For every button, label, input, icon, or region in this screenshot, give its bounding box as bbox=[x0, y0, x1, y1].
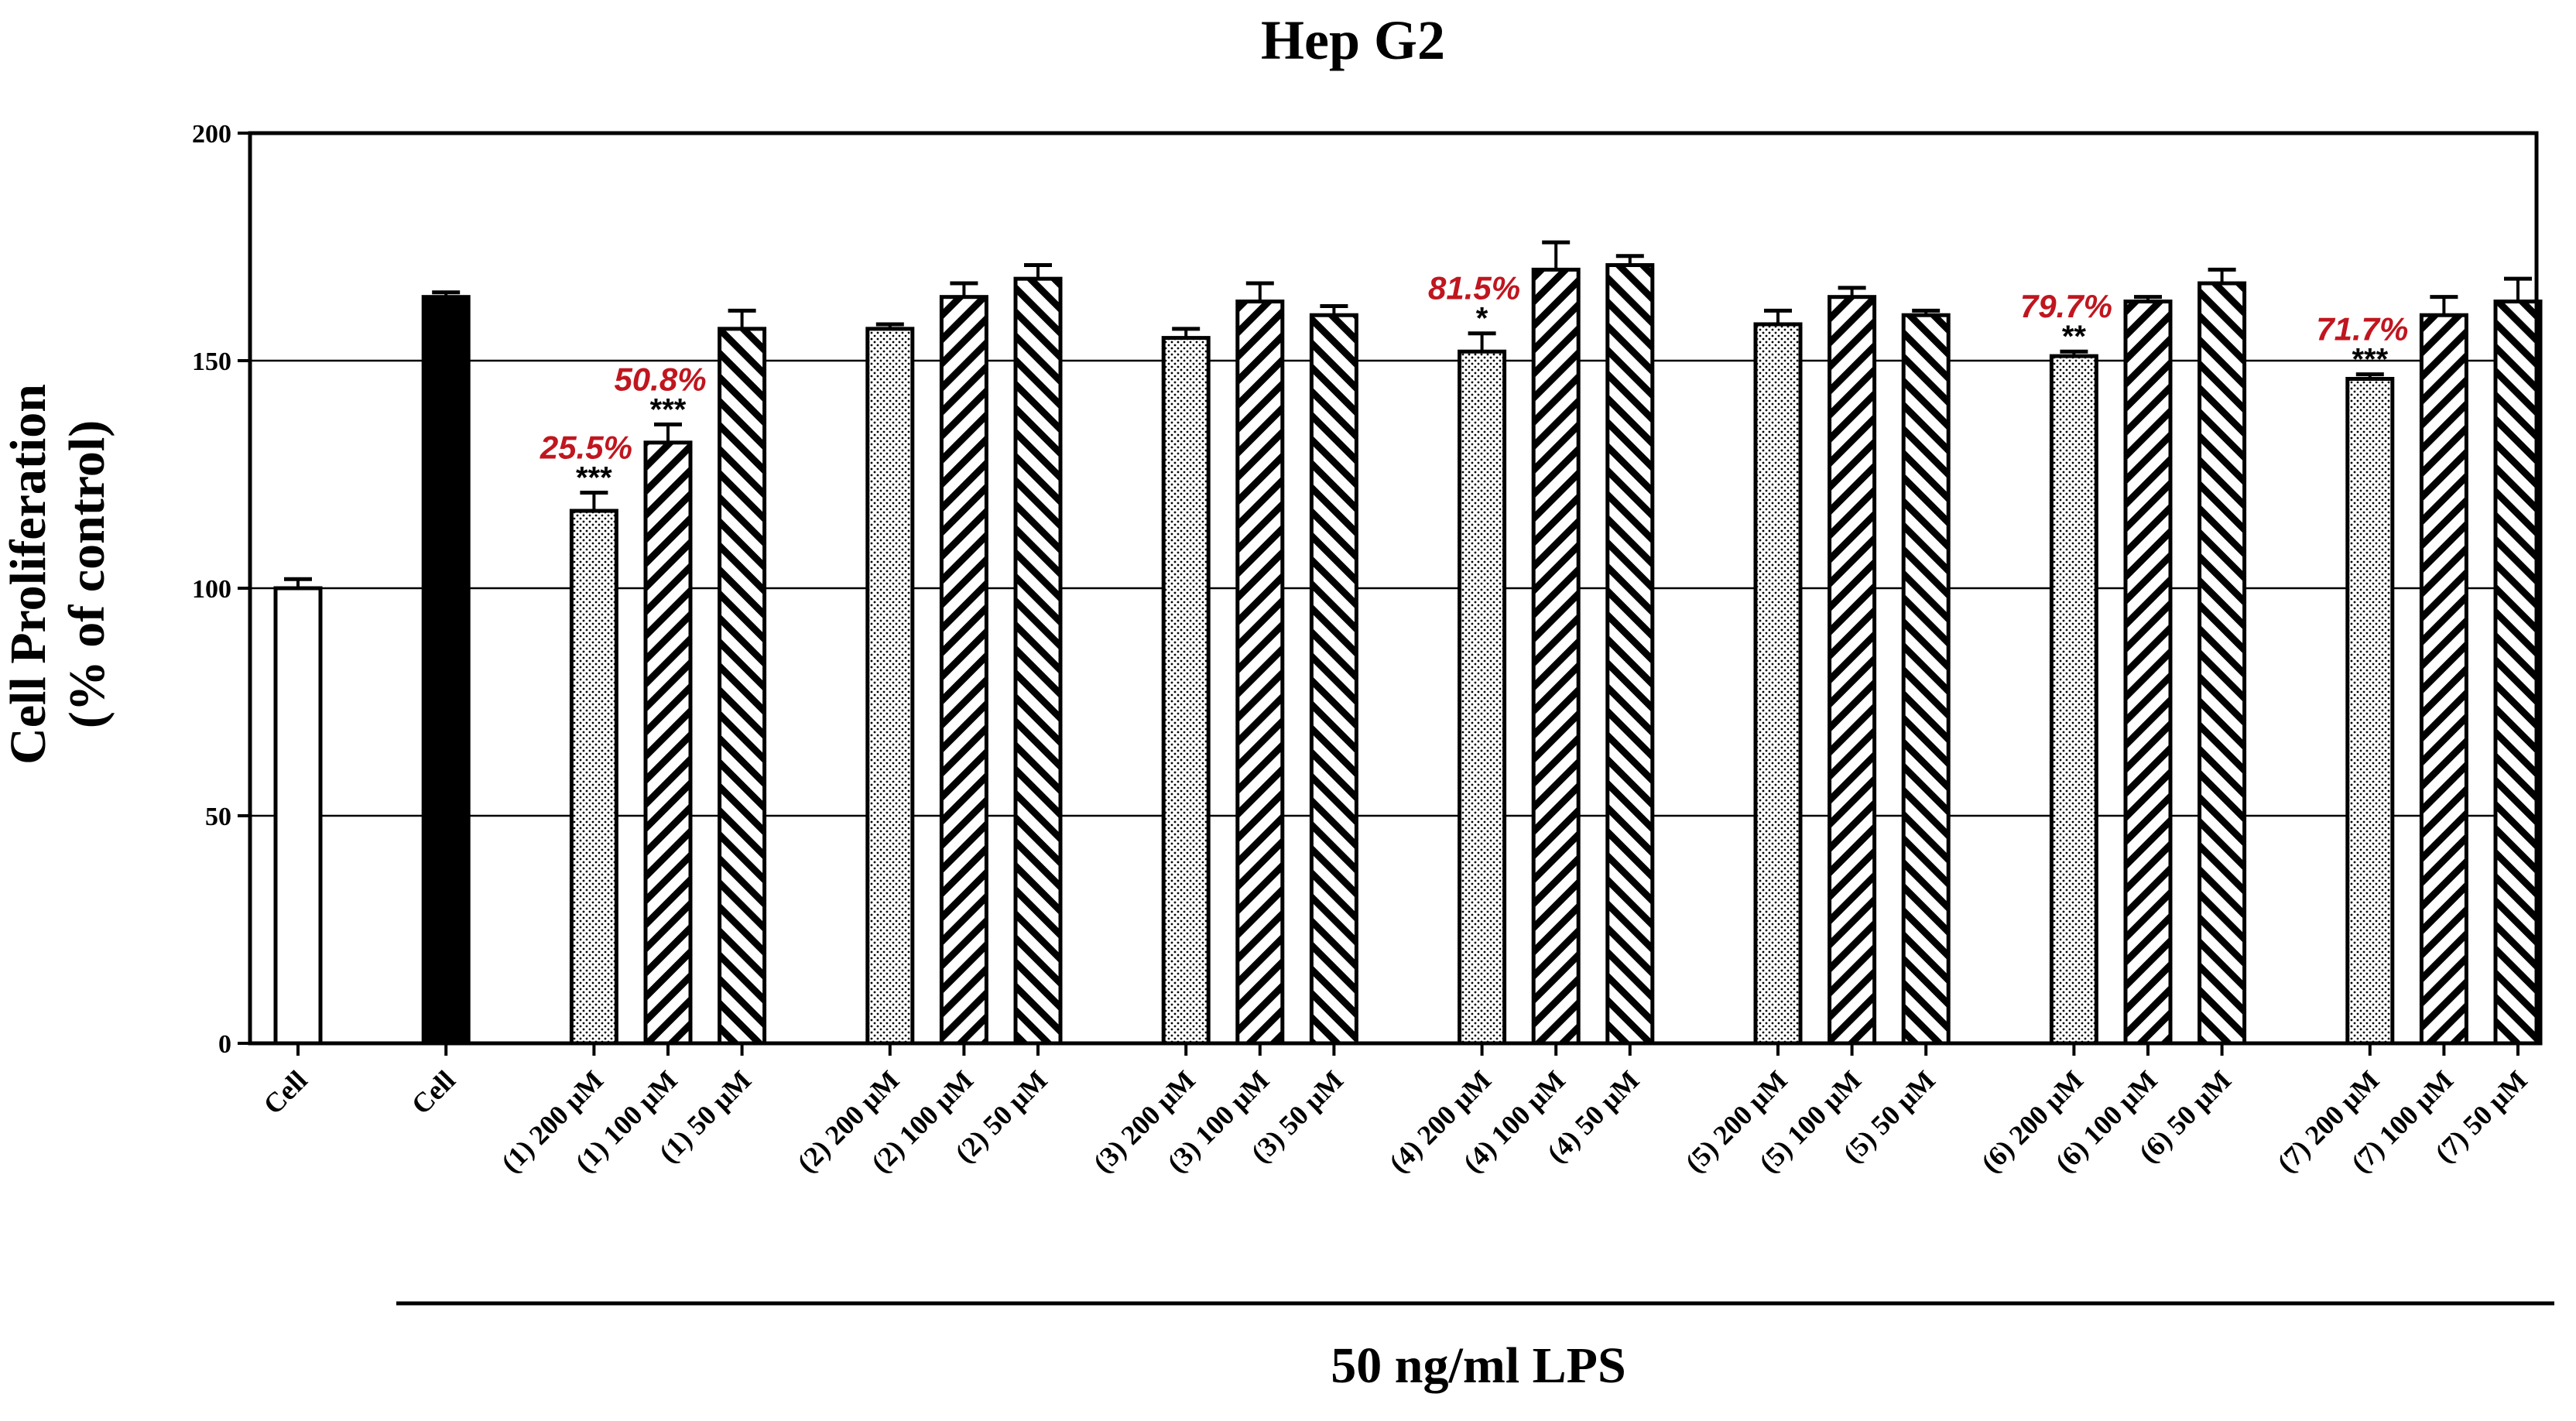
bar bbox=[421, 295, 471, 1046]
inhibition-annotation: 79.7% bbox=[2020, 288, 2112, 324]
annotations: ***25.5%***50.8%*81.5%**79.7%***71.7% bbox=[540, 270, 2408, 495]
bar bbox=[2123, 300, 2173, 1046]
bar bbox=[718, 327, 767, 1046]
bar bbox=[2493, 300, 2543, 1046]
inhibition-annotation: 71.7% bbox=[2316, 311, 2408, 348]
y-tick-label: 50 bbox=[205, 803, 231, 831]
significance-marker: *** bbox=[2352, 343, 2388, 377]
chart-title: Hep G2 bbox=[1261, 9, 1445, 71]
bar bbox=[569, 508, 618, 1046]
significance-marker: * bbox=[1476, 302, 1488, 336]
x-tick-label: Cell bbox=[406, 1064, 461, 1120]
bar bbox=[2049, 354, 2098, 1046]
inhibition-annotation: 81.5% bbox=[1428, 270, 1520, 306]
significance-marker: *** bbox=[576, 461, 612, 495]
y-tick-label: 100 bbox=[192, 575, 231, 604]
y-tick-label: 0 bbox=[218, 1030, 231, 1059]
bar bbox=[1901, 313, 1951, 1046]
bar bbox=[2419, 313, 2468, 1046]
bar bbox=[1458, 349, 1507, 1046]
bar bbox=[1235, 300, 1285, 1046]
bar bbox=[643, 440, 693, 1046]
bar bbox=[2197, 281, 2247, 1046]
y-axis-label-line-2: (% of control) bbox=[59, 420, 115, 728]
y-tick-label: 200 bbox=[192, 120, 231, 149]
significance-marker: *** bbox=[650, 392, 687, 426]
bar bbox=[1605, 263, 1655, 1046]
lps-group-label: 50 ng/ml LPS bbox=[1331, 1337, 1625, 1394]
bar bbox=[1753, 322, 1803, 1046]
significance-marker: ** bbox=[2062, 320, 2087, 354]
bar bbox=[2345, 377, 2395, 1046]
x-tick-labels: Cell Cell (1) 200 μM(1) 100 μM(1) 50 μM (2)… bbox=[258, 1064, 2533, 1178]
bar bbox=[939, 295, 988, 1046]
y-axis-label-line-1: Cell Proliferation bbox=[0, 384, 57, 765]
inhibition-annotation: 25.5% bbox=[540, 430, 632, 466]
bar bbox=[1309, 313, 1358, 1046]
y-tick-label: 150 bbox=[192, 348, 231, 376]
bar bbox=[1531, 267, 1581, 1046]
bar bbox=[1013, 276, 1063, 1046]
y-axis-label: Cell Proliferation (% of control) bbox=[0, 384, 115, 765]
bar bbox=[1828, 295, 1877, 1046]
bar bbox=[865, 327, 915, 1046]
x-tick-label: Cell bbox=[258, 1064, 313, 1120]
axes: 0 50 100 150 200 bbox=[192, 120, 2539, 1059]
bar bbox=[1161, 336, 1211, 1046]
plot-frame bbox=[248, 131, 2539, 1046]
inhibition-annotation: 50.8% bbox=[614, 361, 706, 397]
bar bbox=[273, 586, 323, 1046]
